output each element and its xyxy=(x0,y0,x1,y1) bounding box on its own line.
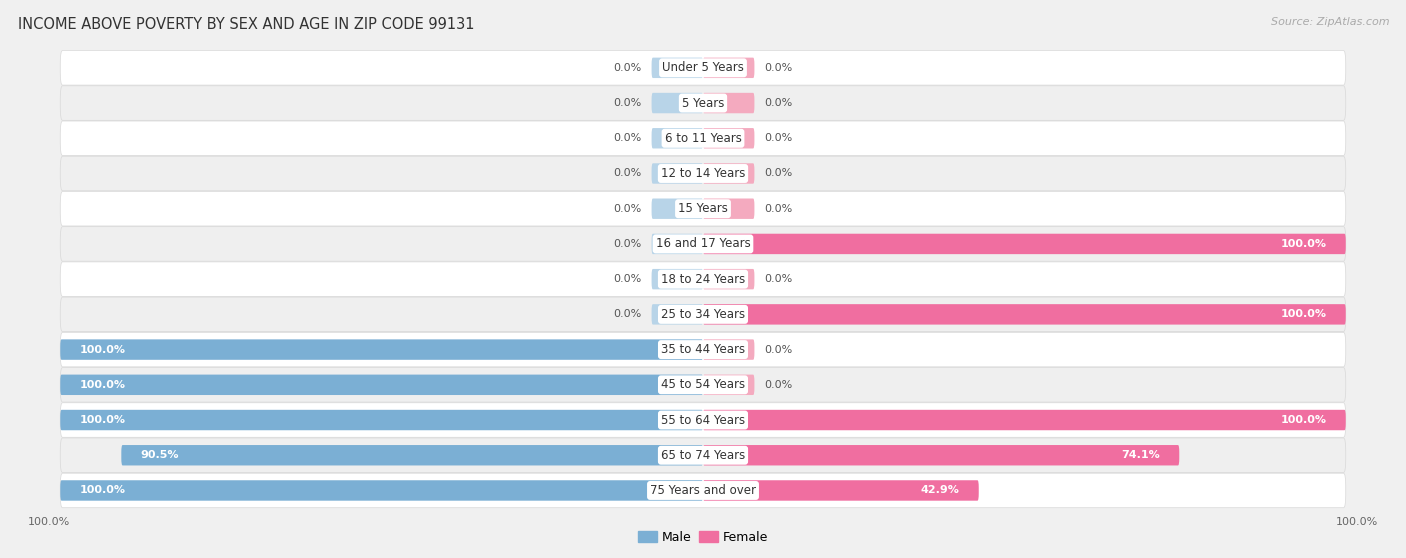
FancyBboxPatch shape xyxy=(651,199,703,219)
FancyBboxPatch shape xyxy=(60,156,1346,191)
FancyBboxPatch shape xyxy=(651,234,703,254)
Text: 65 to 74 Years: 65 to 74 Years xyxy=(661,449,745,462)
FancyBboxPatch shape xyxy=(703,163,755,184)
FancyBboxPatch shape xyxy=(60,339,703,360)
FancyBboxPatch shape xyxy=(703,410,1346,430)
Text: 100.0%: 100.0% xyxy=(1281,309,1326,319)
Text: 100.0%: 100.0% xyxy=(1281,239,1326,249)
Text: 0.0%: 0.0% xyxy=(613,204,643,214)
FancyBboxPatch shape xyxy=(60,227,1346,261)
FancyBboxPatch shape xyxy=(121,445,703,465)
Text: 0.0%: 0.0% xyxy=(613,309,643,319)
FancyBboxPatch shape xyxy=(651,57,703,78)
Text: 100.0%: 100.0% xyxy=(80,345,125,354)
FancyBboxPatch shape xyxy=(60,403,1346,437)
FancyBboxPatch shape xyxy=(651,163,703,184)
FancyBboxPatch shape xyxy=(60,368,1346,402)
Text: 100.0%: 100.0% xyxy=(1336,517,1378,527)
Text: 0.0%: 0.0% xyxy=(613,274,643,284)
Text: 0.0%: 0.0% xyxy=(613,239,643,249)
FancyBboxPatch shape xyxy=(703,304,1346,325)
FancyBboxPatch shape xyxy=(703,374,755,395)
Text: 25 to 34 Years: 25 to 34 Years xyxy=(661,308,745,321)
Legend: Male, Female: Male, Female xyxy=(633,526,773,549)
Text: 75 Years and over: 75 Years and over xyxy=(650,484,756,497)
FancyBboxPatch shape xyxy=(703,339,755,360)
Text: 16 and 17 Years: 16 and 17 Years xyxy=(655,237,751,251)
FancyBboxPatch shape xyxy=(60,480,703,501)
FancyBboxPatch shape xyxy=(651,128,703,148)
FancyBboxPatch shape xyxy=(60,333,1346,367)
Text: 12 to 14 Years: 12 to 14 Years xyxy=(661,167,745,180)
Text: 0.0%: 0.0% xyxy=(763,204,793,214)
FancyBboxPatch shape xyxy=(703,57,755,78)
FancyBboxPatch shape xyxy=(703,480,979,501)
Text: Source: ZipAtlas.com: Source: ZipAtlas.com xyxy=(1271,17,1389,27)
Text: 100.0%: 100.0% xyxy=(80,485,125,496)
Text: 74.1%: 74.1% xyxy=(1121,450,1160,460)
Text: Under 5 Years: Under 5 Years xyxy=(662,61,744,74)
Text: 15 Years: 15 Years xyxy=(678,202,728,215)
Text: 0.0%: 0.0% xyxy=(763,63,793,73)
Text: 0.0%: 0.0% xyxy=(763,169,793,179)
FancyBboxPatch shape xyxy=(60,374,703,395)
FancyBboxPatch shape xyxy=(60,297,1346,331)
Text: 6 to 11 Years: 6 to 11 Years xyxy=(665,132,741,145)
FancyBboxPatch shape xyxy=(703,128,755,148)
FancyBboxPatch shape xyxy=(60,473,1346,508)
FancyBboxPatch shape xyxy=(60,262,1346,296)
Text: 0.0%: 0.0% xyxy=(763,380,793,390)
FancyBboxPatch shape xyxy=(60,410,703,430)
Text: 0.0%: 0.0% xyxy=(613,169,643,179)
FancyBboxPatch shape xyxy=(703,269,755,290)
FancyBboxPatch shape xyxy=(651,304,703,325)
Text: 45 to 54 Years: 45 to 54 Years xyxy=(661,378,745,391)
FancyBboxPatch shape xyxy=(60,121,1346,156)
FancyBboxPatch shape xyxy=(60,191,1346,226)
FancyBboxPatch shape xyxy=(651,269,703,290)
FancyBboxPatch shape xyxy=(60,51,1346,85)
FancyBboxPatch shape xyxy=(651,93,703,113)
Text: 0.0%: 0.0% xyxy=(763,345,793,354)
Text: 100.0%: 100.0% xyxy=(1281,415,1326,425)
Text: 42.9%: 42.9% xyxy=(921,485,959,496)
FancyBboxPatch shape xyxy=(703,445,1180,465)
FancyBboxPatch shape xyxy=(703,93,755,113)
Text: 55 to 64 Years: 55 to 64 Years xyxy=(661,413,745,426)
Text: 0.0%: 0.0% xyxy=(613,98,643,108)
Text: 100.0%: 100.0% xyxy=(80,380,125,390)
Text: 35 to 44 Years: 35 to 44 Years xyxy=(661,343,745,356)
Text: 100.0%: 100.0% xyxy=(28,517,70,527)
Text: 100.0%: 100.0% xyxy=(80,415,125,425)
Text: 18 to 24 Years: 18 to 24 Years xyxy=(661,273,745,286)
Text: 5 Years: 5 Years xyxy=(682,97,724,109)
Text: INCOME ABOVE POVERTY BY SEX AND AGE IN ZIP CODE 99131: INCOME ABOVE POVERTY BY SEX AND AGE IN Z… xyxy=(18,17,475,32)
Text: 0.0%: 0.0% xyxy=(613,133,643,143)
FancyBboxPatch shape xyxy=(60,438,1346,473)
Text: 0.0%: 0.0% xyxy=(613,63,643,73)
Text: 0.0%: 0.0% xyxy=(763,98,793,108)
FancyBboxPatch shape xyxy=(703,199,755,219)
Text: 0.0%: 0.0% xyxy=(763,133,793,143)
FancyBboxPatch shape xyxy=(703,234,1346,254)
FancyBboxPatch shape xyxy=(60,86,1346,121)
Text: 0.0%: 0.0% xyxy=(763,274,793,284)
Text: 90.5%: 90.5% xyxy=(141,450,179,460)
